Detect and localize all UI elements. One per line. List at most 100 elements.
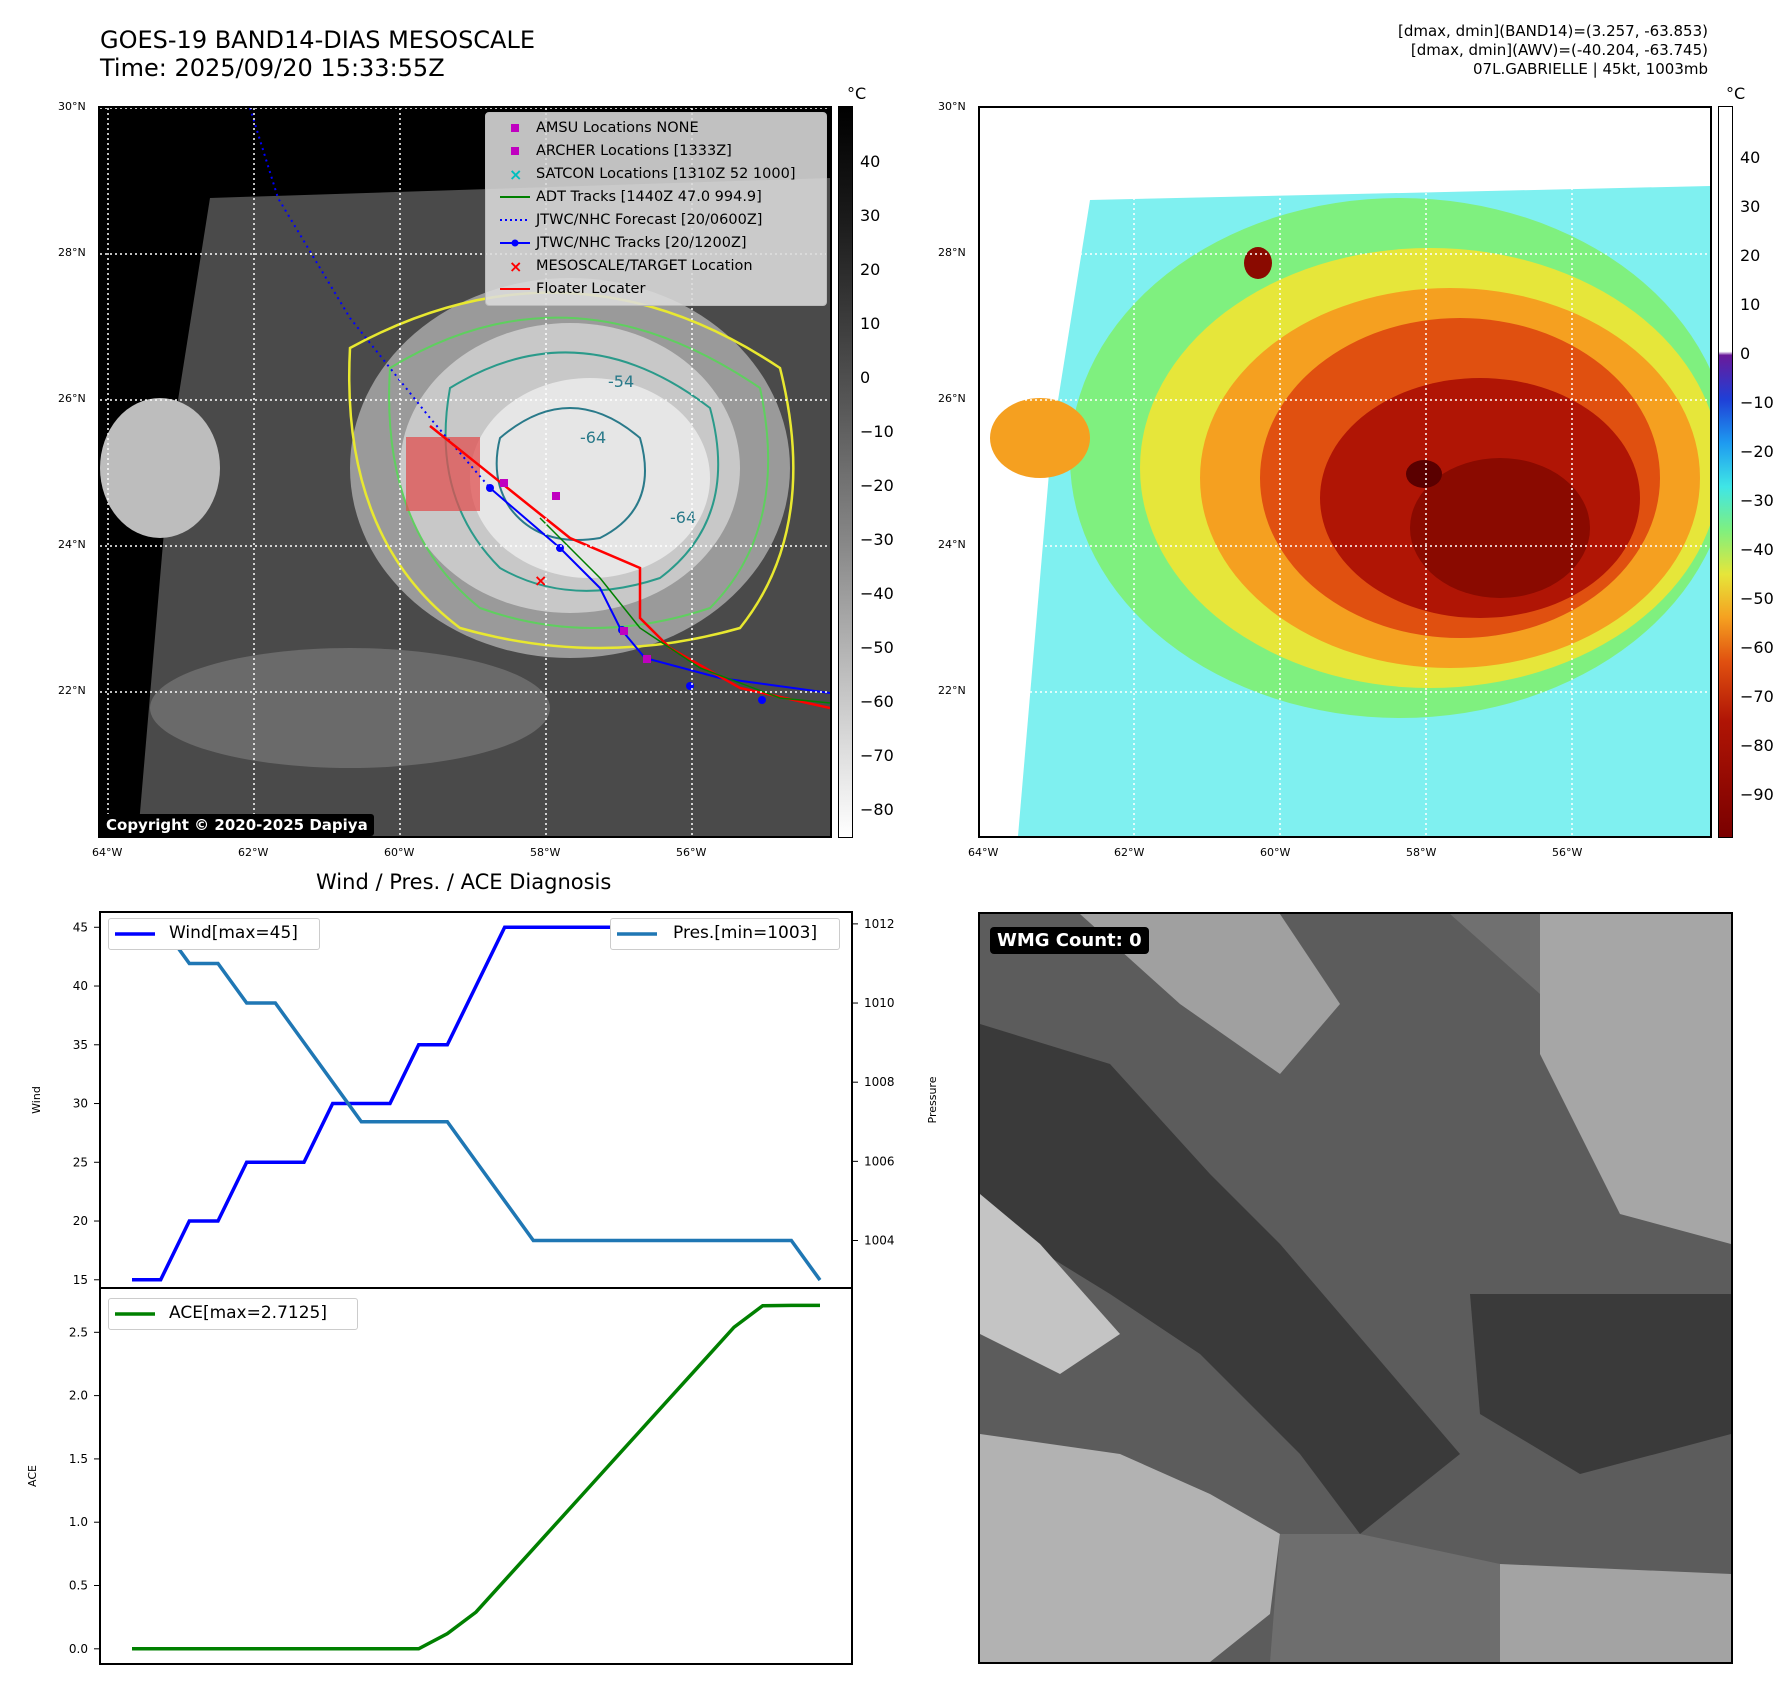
ace-ytick-label: 0.5 (69, 1579, 88, 1593)
diagnosis-charts: 15 20 25 30 35 40 45 1004 1006 1008 1010 1012 0.0 0.… (26, 911, 939, 1665)
wv-lon-58w: 58°W (1406, 846, 1437, 859)
diagnosis-title: Wind / Pres. / ACE Diagnosis (316, 870, 612, 894)
lon-label-60w: 60°W (384, 846, 415, 859)
pressure-axis-label: Pressure (926, 1076, 939, 1123)
adt-track (539, 517, 830, 704)
wind-ytick-label: 30 (73, 1097, 88, 1111)
wv-tick: −20 (1740, 442, 1774, 461)
wmg-panel (978, 912, 1733, 1664)
ir-imagery: -54 -64 -64 × (100, 108, 830, 836)
ir-tick: 0 (860, 368, 871, 387)
wv-tick: 20 (1740, 246, 1761, 265)
wind-axis-label: Wind (30, 1086, 43, 1114)
ir-colorbar (838, 106, 853, 838)
wv-lon-56w: 56°W (1552, 846, 1583, 859)
contour-label-54: -54 (608, 372, 634, 391)
wind-ytick-label: 20 (73, 1214, 88, 1228)
ir-tick: −80 (860, 800, 894, 819)
lon-label-62w: 62°W (238, 846, 269, 859)
wind-ytick-label: 40 (73, 979, 88, 993)
band14-range: [dmax, dmin](BAND14)=(3.257, -63.853) (1397, 22, 1708, 40)
pressure-legend: Pres.[min=1003] (610, 918, 840, 950)
pressure-ytick-label: 1008 (864, 1075, 895, 1089)
wv-lat-26n: 26°N (938, 392, 966, 405)
wv-lat-28n: 28°N (938, 246, 966, 259)
wv-lat-30n: 30°N (938, 100, 966, 113)
wind-ytick-label: 15 (73, 1273, 88, 1287)
pressure-ytick-label: 1010 (864, 996, 895, 1010)
ir-tick: 40 (860, 152, 881, 171)
wv-imagery (980, 108, 1710, 836)
svg-text:×: × (509, 165, 522, 184)
ir-tick: −20 (860, 476, 894, 495)
contour-label-64a: -64 (580, 428, 606, 447)
wv-map-panel (978, 106, 1712, 838)
awv-range: [dmax, dmin](AWV)=(-40.204, -63.745) (1410, 41, 1708, 59)
lat-label-24n: 24°N (58, 538, 86, 551)
wv-tick: −60 (1740, 638, 1774, 657)
title-line-1: GOES-19 BAND14-DIAS MESOSCALE (100, 26, 536, 54)
ir-tick: 30 (860, 206, 881, 225)
wv-tick: −40 (1740, 540, 1774, 559)
lon-label-58w: 58°W (530, 846, 561, 859)
wind-ytick-label: 25 (73, 1155, 88, 1169)
pressure-series-line (132, 922, 822, 1282)
storm-summary: 07L.GABRIELLE | 45kt, 1003mb (1473, 60, 1708, 78)
lon-label-56w: 56°W (676, 846, 707, 859)
wv-lon-62w: 62°W (1114, 846, 1145, 859)
wv-tick: 40 (1740, 148, 1761, 167)
pressure-ytick-label: 1004 (864, 1234, 895, 1248)
wv-lat-24n: 24°N (938, 538, 966, 551)
lat-label-26n: 26°N (58, 392, 86, 405)
pressure-ytick-label: 1012 (864, 917, 895, 931)
wv-tick: −80 (1740, 736, 1774, 755)
wind-ytick-label: 45 (73, 920, 88, 934)
wv-tick: −90 (1740, 785, 1774, 804)
pressure-ytick-label: 1006 (864, 1154, 895, 1168)
target-marker: × (534, 571, 547, 590)
ir-tick: −50 (860, 638, 894, 657)
ace-ytick-label: 2.5 (69, 1325, 88, 1339)
ir-tick: 20 (860, 260, 881, 279)
wv-lat-22n: 22°N (938, 684, 966, 697)
wv-tick: −70 (1740, 687, 1774, 706)
storm-info: [dmax, dmin](BAND14)=(3.257, -63.853) [d… (1398, 22, 1708, 79)
lat-label-30n: 30°N (58, 100, 86, 113)
ace-series-line (132, 1303, 820, 1651)
ir-tick: −60 (860, 692, 894, 711)
ace-ytick-label: 2.0 (69, 1389, 88, 1403)
ir-tick: −40 (860, 584, 894, 603)
ir-tick: −30 (860, 530, 894, 549)
copyright-badge: Copyright © 2020-2025 Dapiya (100, 814, 374, 836)
forecast-track (249, 108, 491, 489)
wind-legend: Wind[max=45] (108, 918, 320, 950)
wind-ytick-label: 35 (73, 1038, 88, 1052)
wind-pres-axes (99, 911, 853, 1289)
ace-ytick-label: 0.0 (69, 1642, 88, 1656)
wv-tick: 30 (1740, 197, 1761, 216)
floater-box (406, 437, 480, 511)
wv-lon-64w: 64°W (968, 846, 999, 859)
contour-label-64b: -64 (670, 508, 696, 527)
wmg-count-badge: WMG Count: 0 (990, 927, 1149, 954)
lat-label-28n: 28°N (58, 246, 86, 259)
wv-lon-60w: 60°W (1260, 846, 1291, 859)
ir-colorbar-unit: °C (847, 84, 867, 103)
svg-text:×: × (509, 257, 522, 276)
lat-label-22n: 22°N (58, 684, 86, 697)
wv-colorbar (1718, 106, 1733, 838)
floater-track (429, 425, 830, 710)
ace-ytick-label: 1.0 (69, 1515, 88, 1529)
lon-label-64w: 64°W (92, 846, 123, 859)
ace-ytick-label: 1.5 (69, 1452, 88, 1466)
map-legend: AMSU Locations NONE ARCHER Locations [13… (485, 112, 827, 306)
ir-tick: −70 (860, 746, 894, 765)
wmg-imagery (980, 914, 1731, 1662)
wv-tick: 10 (1740, 295, 1761, 314)
ir-tick: 10 (860, 314, 881, 333)
ace-axis-label: ACE (26, 1465, 39, 1487)
page-title: GOES-19 BAND14-DIAS MESOSCALE Time: 2025… (100, 26, 535, 82)
title-line-2: Time: 2025/09/20 15:33:55Z (100, 54, 445, 82)
ace-axes (99, 1287, 853, 1665)
wv-tick: −30 (1740, 491, 1774, 510)
